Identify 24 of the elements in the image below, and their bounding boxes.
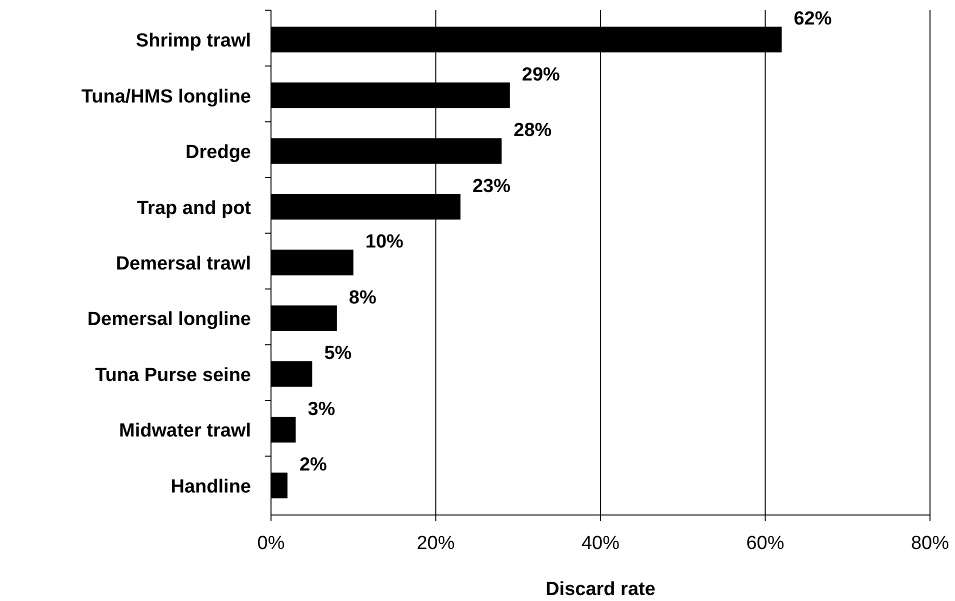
x-tick-label: 0% bbox=[257, 533, 285, 554]
data-label: 10% bbox=[365, 232, 404, 253]
data-label: 5% bbox=[324, 343, 352, 364]
x-tick-label: 20% bbox=[416, 533, 455, 554]
data-label: 2% bbox=[299, 454, 328, 476]
y-tick-label: Handline bbox=[170, 476, 251, 498]
x-axis-title: Discard rate bbox=[546, 579, 656, 600]
y-tick-label: Trap and pot bbox=[137, 198, 252, 219]
y-tick-label: Midwater trawl bbox=[119, 420, 251, 442]
x-tick-label: 40% bbox=[581, 533, 620, 554]
y-tick-label: Tuna Purse seine bbox=[95, 364, 251, 386]
data-label: 3% bbox=[308, 398, 336, 420]
data-label: 62% bbox=[794, 8, 832, 30]
y-tick-label: Demersal longline bbox=[87, 309, 251, 330]
data-label: 28% bbox=[514, 120, 552, 142]
data-label: 29% bbox=[522, 64, 560, 86]
y-tick-label: Dredge bbox=[186, 142, 251, 164]
data-label: 8% bbox=[348, 287, 376, 308]
y-tick-label: Tuna/HMS longline bbox=[81, 86, 251, 108]
data-label: 23% bbox=[472, 176, 511, 197]
y-tick-label: Shrimp trawl bbox=[136, 30, 251, 52]
y-tick-label: Demersal trawl bbox=[116, 254, 251, 274]
x-tick-label: 80% bbox=[910, 533, 950, 554]
x-tick-label: 60% bbox=[746, 533, 784, 554]
